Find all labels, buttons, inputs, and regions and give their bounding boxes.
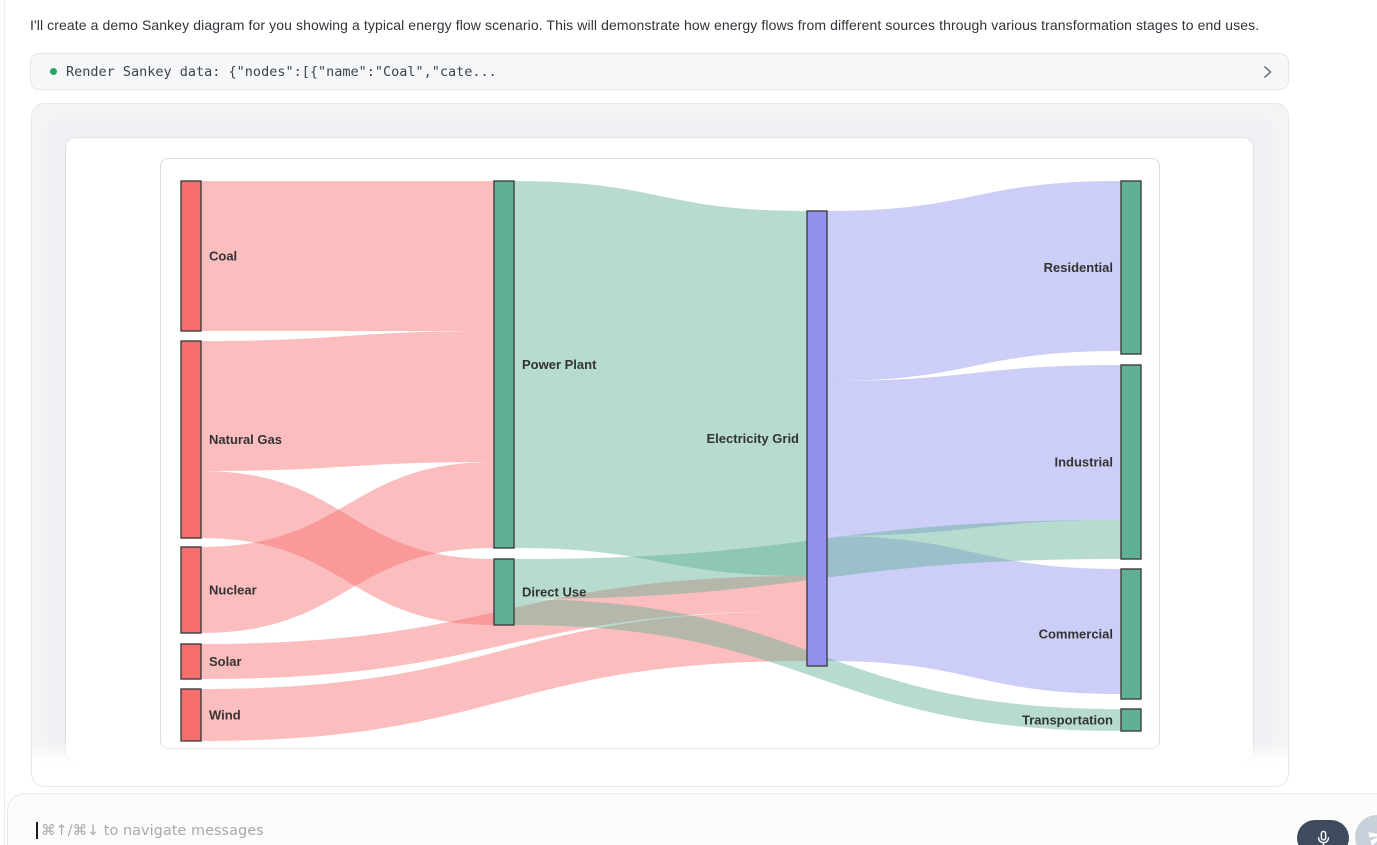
sankey-node-wind[interactable] (180, 688, 202, 742)
sankey-node-industrial[interactable] (1120, 364, 1142, 560)
sankey-link-power-plant-to-electricity-grid (514, 181, 807, 576)
send-button[interactable] (1355, 815, 1377, 845)
sankey-link-wind-to-electricity-grid (201, 611, 807, 741)
sankey-node-label-direct-use: Direct Use (522, 585, 586, 600)
assistant-message: I'll create a demo Sankey diagram for yo… (30, 17, 1260, 33)
sankey-node-label-coal: Coal (209, 249, 237, 264)
sankey-node-power-plant[interactable] (493, 180, 515, 549)
microphone-icon (1317, 830, 1329, 845)
composer-placeholder: ⌘↑/⌘↓ to navigate messages (41, 823, 264, 839)
sankey-node-label-industrial: Industrial (1054, 455, 1113, 470)
left-divider (4, 0, 5, 845)
sankey-node-label-electricity-grid: Electricity Grid (707, 431, 800, 446)
sankey-node-label-power-plant: Power Plant (522, 357, 597, 372)
chevron-right-icon[interactable] (1263, 65, 1273, 79)
sankey-link-natural-gas-to-power-plant (201, 331, 494, 471)
sankey-node-transportation[interactable] (1120, 708, 1142, 732)
sankey-node-solar[interactable] (180, 643, 202, 680)
message-composer[interactable]: ⌘↑/⌘↓ to navigate messages (7, 793, 1377, 845)
mic-button[interactable] (1297, 820, 1349, 845)
bottom-fade (32, 740, 1288, 786)
send-icon (1368, 832, 1377, 845)
sankey-node-residential[interactable] (1120, 180, 1142, 355)
sankey-node-nuclear[interactable] (180, 546, 202, 634)
sankey-node-commercial[interactable] (1120, 568, 1142, 700)
sankey-link-electricity-grid-to-commercial (827, 536, 1121, 694)
sankey-node-label-wind: Wind (209, 708, 241, 723)
sankey-link-coal-to-power-plant (201, 181, 494, 331)
tool-status-dot (50, 68, 57, 75)
sankey-node-natural-gas[interactable] (180, 340, 202, 539)
sankey-node-label-commercial: Commercial (1039, 627, 1113, 642)
sankey-link-solar-to-electricity-grid (201, 576, 807, 679)
artifact-card: Coal Natural Gas Nuclear Solar Wind Power Pla… (31, 103, 1289, 787)
sankey-node-label-natural-gas: Natural Gas (209, 432, 282, 447)
text-cursor (36, 822, 38, 839)
sankey-node-coal[interactable] (180, 180, 202, 332)
sankey-node-label-residential: Residential (1044, 260, 1113, 275)
sankey-node-label-transportation: Transportation (1022, 713, 1113, 728)
tool-call-bar[interactable]: Render Sankey data: {"nodes":[{"name":"C… (30, 53, 1289, 90)
sankey-link-natural-gas-to-direct-use (201, 471, 494, 625)
sankey-link-electricity-grid-to-residential (827, 181, 1121, 381)
sankey-node-direct-use[interactable] (493, 558, 515, 626)
sankey-canvas[interactable]: Coal Natural Gas Nuclear Solar Wind Power Pla… (161, 159, 1159, 748)
sankey-link-electricity-grid-to-industrial (827, 365, 1121, 536)
sankey-node-electricity-grid[interactable] (806, 210, 828, 667)
sankey-node-label-nuclear: Nuclear (209, 583, 257, 598)
sankey-chart-container: Coal Natural Gas Nuclear Solar Wind Power Pla… (160, 158, 1160, 749)
tool-call-label: Render Sankey data: {"nodes":[{"name":"C… (66, 63, 497, 80)
sankey-link-nuclear-to-power-plant (201, 462, 494, 633)
sankey-node-label-solar: Solar (209, 654, 242, 669)
